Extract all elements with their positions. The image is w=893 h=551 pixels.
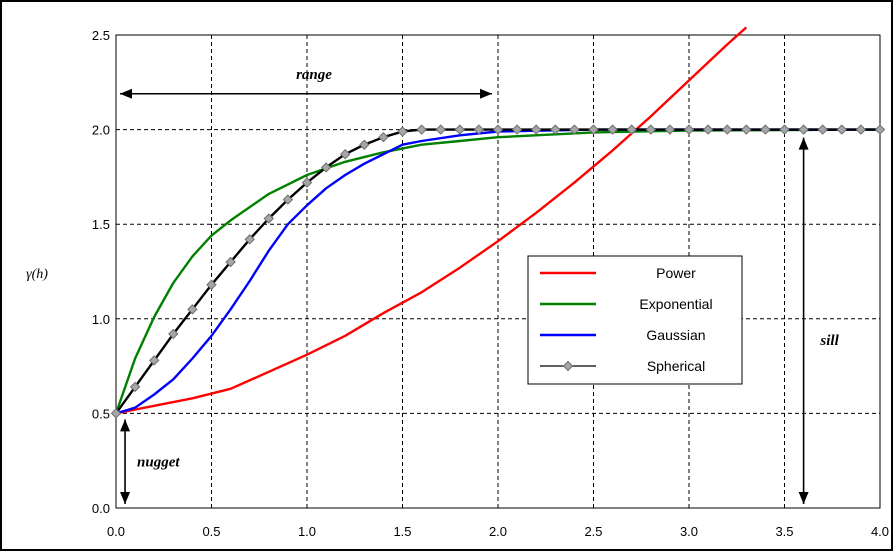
marker-spherical-30 (683, 124, 695, 135)
series-line-spherical (115, 128, 880, 415)
marker-spherical-17 (435, 124, 446, 135)
nugget-arrowhead-bottom (120, 492, 131, 504)
marker-spherical-15 (397, 126, 408, 137)
marker-spherical-32 (721, 124, 733, 135)
marker-spherical-33 (741, 124, 752, 135)
sill-arrowhead-top (798, 137, 809, 150)
marker-spherical-26 (607, 124, 618, 135)
marker-spherical-4 (187, 304, 198, 315)
marker-spherical-35 (779, 124, 790, 135)
y-tick-label-4: 2.0 (92, 123, 110, 138)
marker-spherical-29 (664, 124, 676, 135)
marker-spherical-39 (855, 124, 867, 135)
legend: Power Exponential Gaussian Spherical (527, 255, 743, 385)
marker-spherical-8 (263, 213, 275, 224)
y-axis-tick-labels: 0.0 0.5 1.0 1.5 2.0 2.5 (92, 28, 110, 516)
series-layer (110, 26, 886, 419)
legend-label-power: Power (656, 265, 696, 281)
marker-spherical-10 (301, 177, 313, 188)
series-line-power (115, 26, 748, 415)
marker-spherical-40 (874, 124, 886, 135)
y-tick-label-5: 2.5 (92, 28, 110, 43)
y-tick-label-3: 1.5 (92, 217, 110, 232)
series-line-gaussian (115, 128, 880, 415)
x-tick-label-1: 0.5 (202, 524, 220, 539)
legend-marker-spherical (562, 360, 574, 372)
marker-spherical-12 (339, 148, 351, 160)
y-axis-label: γ(h) (26, 267, 48, 282)
legend-label-gaussian: Gaussian (646, 327, 705, 343)
marker-spherical-38 (836, 124, 848, 135)
marker-spherical-14 (378, 131, 389, 143)
marker-spherical-19 (473, 124, 485, 135)
marker-spherical-21 (511, 124, 523, 135)
marker-spherical-36 (798, 124, 809, 135)
sill-label: sill (819, 333, 839, 349)
marker-spherical-11 (320, 162, 332, 173)
range-label: range (296, 67, 332, 83)
marker-spherical-3 (168, 328, 179, 340)
marker-spherical-16 (416, 124, 427, 135)
marker-spherical-18 (454, 124, 466, 135)
marker-spherical-0 (110, 408, 122, 419)
nugget-arrowhead-top (120, 419, 131, 432)
range-arrowhead-right (480, 88, 492, 99)
marker-spherical-6 (225, 256, 236, 268)
marker-spherical-34 (760, 124, 771, 135)
marker-spherical-37 (817, 124, 828, 135)
y-tick-label-1: 0.5 (92, 406, 110, 421)
sill-arrowhead-bottom (798, 492, 809, 504)
x-tick-label-7: 3.5 (775, 524, 793, 539)
marker-spherical-23 (550, 124, 561, 135)
annotation-layer: range sill nugget (120, 67, 840, 504)
legend-box (527, 255, 743, 385)
x-tick-label-4: 2.0 (489, 524, 507, 539)
x-tick-label-6: 3.0 (680, 524, 698, 539)
marker-spherical-24 (569, 124, 580, 135)
marker-spherical-7 (244, 234, 255, 245)
marker-spherical-31 (702, 124, 714, 135)
legend-label-spherical: Spherical (647, 358, 705, 374)
legend-label-exponential: Exponential (639, 296, 712, 312)
y-tick-label-0: 0.0 (92, 501, 110, 516)
range-arrowhead-left (120, 88, 132, 99)
x-tick-label-3: 1.5 (393, 524, 411, 539)
grid-layer (116, 35, 880, 508)
nugget-label: nugget (137, 455, 180, 471)
marker-spherical-1 (129, 381, 141, 393)
plot-area-border (115, 34, 881, 509)
marker-spherical-27 (626, 124, 637, 135)
marker-spherical-5 (206, 279, 217, 290)
marker-spherical-9 (282, 194, 294, 205)
x-tick-label-5: 2.5 (584, 524, 602, 539)
marker-spherical-25 (588, 124, 599, 135)
x-tick-label-0: 0.0 (107, 524, 125, 539)
marker-spherical-13 (359, 139, 370, 150)
marker-spherical-28 (645, 124, 657, 135)
marker-spherical-20 (492, 124, 504, 135)
x-tick-label-8: 4.0 (871, 524, 889, 539)
marker-spherical-22 (530, 124, 542, 135)
y-tick-label-2: 1.0 (92, 312, 110, 327)
x-axis-tick-labels: 0.0 0.5 1.0 1.5 2.0 2.5 3.0 3.5 4.0 (107, 524, 889, 539)
x-tick-label-2: 1.0 (298, 524, 316, 539)
marker-spherical-2 (148, 355, 160, 366)
series-line-exponential (114, 128, 881, 414)
